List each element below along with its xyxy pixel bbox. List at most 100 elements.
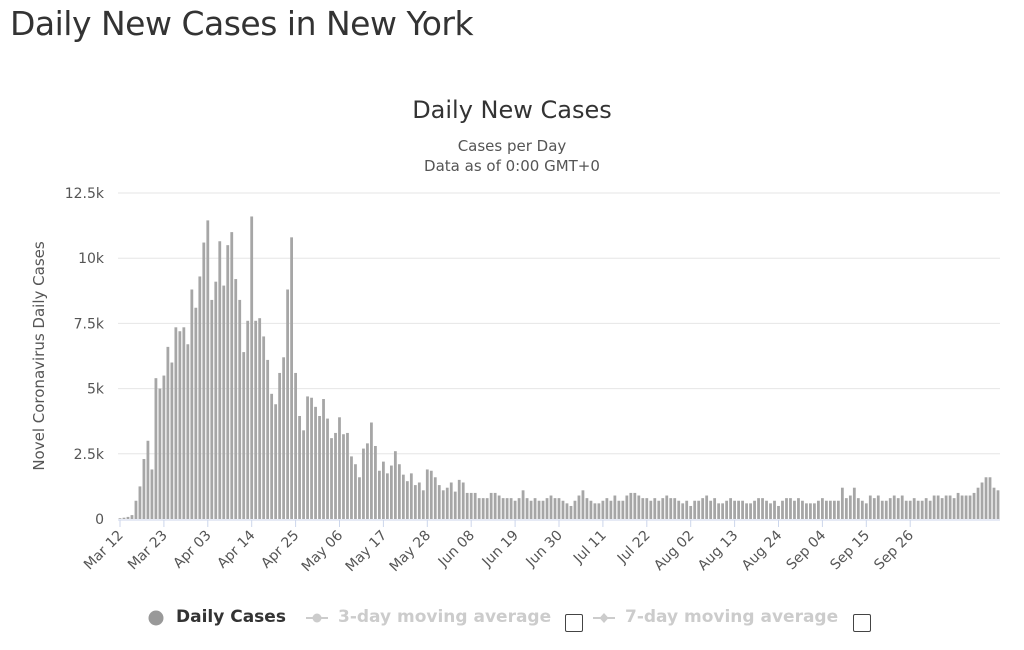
daily-cases-bar[interactable] [326, 418, 329, 519]
daily-cases-bar[interactable] [757, 498, 760, 519]
daily-cases-bar[interactable] [445, 487, 449, 519]
daily-cases-bar[interactable] [936, 495, 940, 519]
daily-cases-bar[interactable] [194, 307, 198, 519]
daily-cases-bar[interactable] [366, 443, 369, 519]
daily-cases-bar[interactable] [984, 477, 988, 519]
daily-cases-bar[interactable] [401, 474, 405, 519]
daily-cases-bar[interactable] [242, 352, 246, 519]
daily-cases-bar[interactable] [306, 396, 309, 519]
daily-cases-bar[interactable] [749, 503, 752, 519]
daily-cases-bar[interactable] [561, 500, 565, 519]
daily-cases-bar[interactable] [533, 498, 537, 519]
daily-cases-bar[interactable] [785, 498, 788, 519]
daily-cases-bar[interactable] [856, 498, 860, 519]
daily-cases-bar[interactable] [944, 495, 948, 519]
daily-cases-bar[interactable] [613, 495, 617, 519]
daily-cases-bar[interactable] [362, 448, 365, 519]
daily-cases-bar[interactable] [952, 498, 956, 519]
daily-cases-bar[interactable] [358, 477, 361, 519]
daily-cases-bar[interactable] [190, 289, 194, 520]
daily-cases-bar[interactable] [505, 498, 509, 519]
daily-cases-bar[interactable] [130, 515, 134, 519]
daily-cases-bar[interactable] [166, 346, 170, 519]
daily-cases-bar[interactable] [154, 378, 158, 519]
daily-cases-bar[interactable] [741, 500, 744, 519]
daily-cases-bar[interactable] [382, 461, 385, 519]
daily-cases-bar[interactable] [517, 498, 521, 519]
daily-cases-bar[interactable] [134, 500, 138, 519]
daily-cases-bar[interactable] [274, 404, 278, 519]
daily-cases-bar[interactable] [246, 320, 250, 519]
daily-cases-bar[interactable] [314, 406, 317, 519]
daily-cases-bar[interactable] [342, 434, 345, 519]
daily-cases-bar[interactable] [701, 498, 705, 519]
daily-cases-bar[interactable] [960, 495, 964, 519]
legend-3day-moving-average[interactable]: 3-day moving average [306, 607, 551, 627]
daily-cases-bar[interactable] [821, 498, 824, 519]
daily-cases-bar[interactable] [737, 500, 740, 519]
daily-cases-bar[interactable] [565, 503, 569, 519]
daily-cases-bar[interactable] [150, 469, 154, 519]
daily-cases-bar[interactable] [218, 241, 222, 519]
daily-cases-bar[interactable] [860, 500, 864, 519]
daily-cases-bar[interactable] [840, 487, 844, 519]
daily-cases-bar[interactable] [413, 485, 417, 519]
daily-cases-bar[interactable] [649, 500, 653, 519]
daily-cases-bar[interactable] [417, 482, 421, 519]
ma3-toggle-checkbox[interactable] [565, 614, 583, 632]
daily-cases-bar[interactable] [429, 470, 433, 519]
daily-cases-bar[interactable] [964, 495, 968, 519]
daily-cases-bar[interactable] [290, 237, 293, 519]
daily-cases-bar[interactable] [988, 477, 992, 519]
daily-cases-bar[interactable] [828, 500, 832, 519]
daily-cases-bar[interactable] [721, 503, 725, 519]
daily-cases-bar[interactable] [529, 500, 533, 519]
daily-cases-bar[interactable] [537, 500, 541, 519]
daily-cases-bar[interactable] [310, 397, 313, 519]
daily-cases-bar[interactable] [996, 490, 1000, 519]
daily-cases-bar[interactable] [693, 500, 697, 519]
daily-cases-bar[interactable] [266, 359, 270, 519]
daily-cases-bar[interactable] [525, 498, 529, 519]
daily-cases-bar[interactable] [769, 503, 772, 519]
daily-cases-bar[interactable] [302, 430, 305, 519]
daily-cases-bar[interactable] [397, 464, 401, 519]
daily-cases-bar[interactable] [437, 485, 441, 519]
daily-cases-bar[interactable] [745, 503, 748, 519]
daily-cases-bar[interactable] [641, 498, 645, 519]
daily-cases-bar[interactable] [793, 500, 796, 519]
daily-cases-bar[interactable] [948, 495, 952, 519]
daily-cases-bar[interactable] [234, 279, 238, 519]
daily-cases-bar[interactable] [817, 500, 820, 519]
daily-cases-bar[interactable] [278, 372, 282, 519]
daily-cases-bar[interactable] [549, 495, 553, 519]
daily-cases-bar[interactable] [629, 492, 633, 519]
daily-cases-bar[interactable] [597, 503, 601, 519]
daily-cases-bar[interactable] [661, 498, 665, 519]
daily-cases-bar[interactable] [717, 503, 721, 519]
daily-cases-bar[interactable] [601, 500, 605, 519]
daily-cases-bar[interactable] [781, 500, 784, 519]
daily-cases-bar[interactable] [346, 432, 349, 519]
daily-cases-bar[interactable] [892, 495, 896, 519]
daily-cases-bar[interactable] [773, 500, 776, 519]
daily-cases-bar[interactable] [932, 495, 936, 519]
daily-cases-bar[interactable] [202, 242, 206, 520]
daily-cases-bar[interactable] [206, 220, 210, 519]
daily-cases-bar[interactable] [146, 440, 150, 519]
daily-cases-bar[interactable] [884, 500, 888, 519]
daily-cases-bar[interactable] [441, 490, 445, 519]
daily-cases-bar[interactable] [625, 495, 629, 519]
daily-cases-bar[interactable] [385, 473, 389, 519]
daily-cases-bar[interactable] [585, 498, 589, 519]
daily-cases-bar[interactable] [645, 498, 649, 519]
legend-daily-cases[interactable]: Daily Cases [148, 607, 286, 627]
daily-cases-bar[interactable] [182, 327, 186, 519]
daily-cases-bar[interactable] [653, 498, 657, 519]
daily-cases-bar[interactable] [318, 415, 321, 519]
daily-cases-bar[interactable] [238, 299, 242, 519]
daily-cases-bar[interactable] [453, 491, 457, 519]
daily-cases-bar[interactable] [581, 490, 585, 519]
daily-cases-bar[interactable] [669, 498, 673, 519]
daily-cases-bar[interactable] [214, 281, 218, 519]
